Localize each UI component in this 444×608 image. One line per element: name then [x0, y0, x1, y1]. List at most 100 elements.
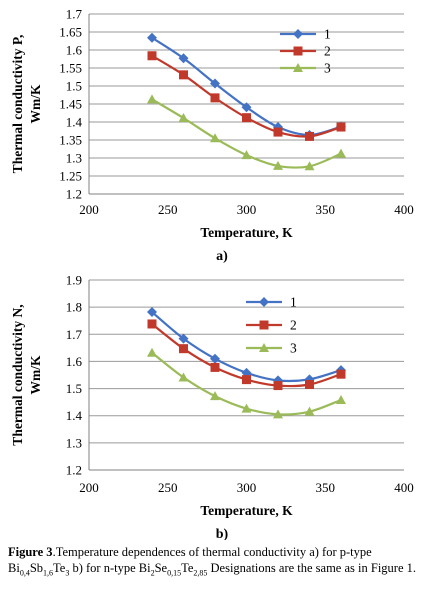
- data-point-series-1: [210, 78, 220, 89]
- data-point-series-1: [210, 353, 220, 364]
- x-tick-label: 400: [394, 480, 414, 495]
- caption-figure-label: Figure 3: [8, 545, 53, 559]
- data-point-series-2: [242, 375, 251, 385]
- y-tick-label: 1.3: [66, 151, 82, 166]
- caption-subscript: 0,4: [19, 568, 30, 578]
- y-axis-title-line: Wm/K: [28, 84, 43, 123]
- data-point-series-2: [273, 127, 283, 137]
- legend-label: 2: [290, 318, 297, 333]
- y-tick-label: 1.65: [59, 25, 82, 40]
- data-point-series-3: [210, 391, 220, 401]
- caption-text: Designations are the same as in Figure 1…: [207, 561, 417, 575]
- data-point-series-3: [147, 94, 157, 104]
- figure-caption: Figure 3.Temperature dependences of ther…: [8, 544, 436, 582]
- legend-label: 1: [290, 295, 297, 310]
- data-point-series-2: [242, 113, 251, 123]
- data-point-series-2: [147, 319, 157, 329]
- y-tick-label: 1.7: [66, 7, 83, 22]
- data-point-series-3: [241, 150, 252, 160]
- y-tick-label: 1.3: [66, 435, 82, 450]
- data-point-series-3: [178, 113, 189, 123]
- y-tick-label: 1.45: [59, 97, 82, 112]
- chart-panel-a: 1.2 1.25 1.3 1.35 1.4 1.45 1.5 1.55 1.6 1.65 1.7 20…: [10, 7, 414, 265]
- chart-panel-b: 1.2 1.3 1.4 1.5 1.6 1.7 1.8 1.9 200 250 300 350 400 T…: [10, 273, 414, 541]
- data-point-series-2: [273, 381, 283, 391]
- legend-label: 3: [290, 341, 297, 356]
- data-point-series-2: [210, 93, 220, 103]
- y-tick-label: 1.2: [66, 463, 82, 478]
- legend-marker-1: [259, 297, 269, 307]
- caption-text: Te: [53, 561, 66, 575]
- x-tick-label: 300: [237, 480, 257, 495]
- data-point-series-1: [178, 333, 189, 344]
- x-axis-title: Temperature, K: [200, 225, 293, 240]
- data-point-series-2: [210, 362, 220, 372]
- x-axis-title: Temperature, K: [200, 503, 293, 518]
- caption-subscript: 3: [65, 568, 70, 578]
- y-tick-label: 1.9: [66, 273, 82, 288]
- panel-label: a): [216, 249, 228, 264]
- y-tick-label: 1.6: [66, 43, 83, 58]
- data-point-series-2: [147, 51, 157, 61]
- data-point-series-3: [178, 372, 189, 382]
- data-point-series-3: [147, 347, 157, 357]
- caption-text: b) for n-type Bi: [69, 561, 151, 575]
- y-axis-title: Thermal conductivity P, Wm/K: [10, 35, 43, 174]
- y-tick-label: 1.5: [66, 381, 82, 396]
- data-point-series-2: [305, 131, 314, 141]
- y-tick-label: 1.55: [59, 61, 82, 76]
- y-axis-title: Thermal conductivity N, Wm/K: [10, 304, 43, 445]
- data-point-series-1: [178, 53, 189, 64]
- data-point-series-2: [336, 122, 346, 132]
- y-tick-label: 1.25: [59, 169, 82, 184]
- caption-subscript: 2,85: [193, 568, 208, 578]
- panel-label: b): [216, 527, 229, 540]
- data-point-series-2: [336, 369, 346, 379]
- legend-marker-2: [293, 46, 303, 56]
- y-tick-label: 1.35: [59, 133, 82, 148]
- x-tick-label: 250: [158, 480, 178, 495]
- y-tick-label: 1.7: [66, 327, 83, 342]
- data-point-series-1: [241, 102, 252, 113]
- legend-label: 1: [324, 27, 331, 42]
- legend-marker-2: [259, 320, 269, 330]
- y-tick-label: 1.4: [66, 115, 83, 130]
- legend-marker-3: [293, 63, 303, 72]
- data-point-series-3: [241, 403, 252, 413]
- x-tick-label: 350: [316, 202, 336, 217]
- data-point-series-1: [147, 32, 157, 43]
- legend-marker-1: [293, 29, 303, 39]
- figure-charts: 1.2 1.25 1.3 1.35 1.4 1.45 1.5 1.55 1.6 1.65 1.7 20…: [10, 7, 414, 541]
- y-tick-label: 1.4: [66, 408, 83, 423]
- y-axis-title-line: Wm/K: [28, 355, 43, 394]
- data-point-series-2: [305, 380, 314, 389]
- data-point-series-1: [147, 307, 157, 318]
- data-point-series-3: [336, 394, 346, 404]
- caption-text: .Temperature dependences of thermal cond…: [8, 545, 372, 575]
- legend-label: 2: [324, 44, 331, 59]
- data-point-series-3: [336, 148, 346, 158]
- y-tick-label: 1.2: [66, 187, 82, 202]
- caption-subscript: 0,15: [167, 568, 182, 578]
- x-tick-label: 300: [237, 202, 257, 217]
- y-tick-label: 1.8: [66, 300, 82, 315]
- data-point-series-2: [179, 70, 188, 80]
- x-tick-label: 400: [394, 202, 414, 217]
- caption-text: Sb: [29, 561, 44, 575]
- x-tick-label: 250: [158, 202, 178, 217]
- legend-label: 3: [324, 61, 331, 76]
- caption-text: Se: [154, 561, 168, 575]
- data-point-series-2: [179, 344, 188, 354]
- caption-subscript: 1,6: [43, 568, 54, 578]
- data-point-series-3: [210, 133, 220, 143]
- y-tick-label: 1.5: [66, 79, 82, 94]
- caption-text: Te: [181, 561, 194, 575]
- y-tick-label: 1.6: [66, 354, 83, 369]
- x-tick-label: 350: [316, 480, 336, 495]
- data-point-series-3: [304, 406, 315, 416]
- caption-subscript: 2: [150, 568, 155, 578]
- data-point-series-3: [273, 409, 283, 419]
- x-tick-label: 200: [79, 202, 99, 217]
- legend-marker-3: [259, 343, 269, 352]
- data-point-series-3: [273, 160, 283, 170]
